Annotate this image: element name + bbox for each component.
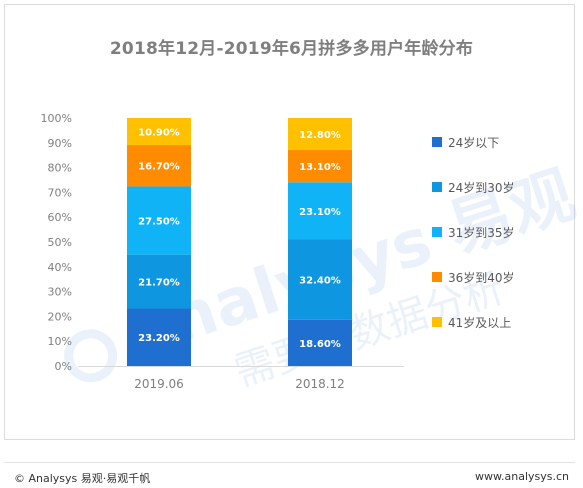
- stacked-bar-chart: 0% 10% 20% 30% 40% 50% 60% 70% 80% 90% 100% 23.20%…: [41, 112, 515, 391]
- bar-data-label: 21.70%: [138, 278, 180, 289]
- bar-data-label: 23.10%: [299, 207, 341, 218]
- bar-segment: [127, 145, 191, 187]
- y-tick-label: 70%: [48, 186, 72, 199]
- bar-data-label: 32.40%: [299, 276, 341, 287]
- legend-swatch: [432, 227, 442, 237]
- y-tick-label: 40%: [48, 261, 72, 274]
- y-tick-label: 60%: [48, 211, 72, 224]
- bar-segment: [127, 254, 191, 309]
- legend-swatch: [432, 317, 442, 327]
- bar-segment: [127, 118, 191, 146]
- x-tick-label: 2019.06: [134, 377, 184, 391]
- legend-label: 36岁到40岁: [448, 270, 515, 285]
- x-axis: 2019.06 2018.12: [78, 366, 404, 391]
- legend-label: 24岁以下: [448, 135, 499, 150]
- bar-data-label: 18.60%: [299, 339, 341, 350]
- legend: 24岁以下 24岁到30岁 31岁到35岁 36岁到40岁 41岁及以上: [432, 135, 515, 330]
- bar-data-label: 23.20%: [138, 333, 180, 344]
- legend-label: 31岁到35岁: [448, 225, 515, 240]
- y-tick-label: 10%: [48, 335, 72, 348]
- y-tick-label: 90%: [48, 137, 72, 150]
- footer-divider: [4, 462, 575, 463]
- bar-data-label: 13.10%: [299, 162, 341, 173]
- legend-label: 24岁到30岁: [448, 180, 515, 195]
- chart-title: 2018年12月-2019年6月拼多多用户年龄分布: [109, 39, 474, 59]
- bar-data-label: 27.50%: [138, 217, 180, 228]
- y-tick-label: 100%: [41, 112, 72, 125]
- y-tick-label: 50%: [48, 236, 72, 249]
- bar-data-label: 10.90%: [138, 128, 180, 139]
- y-tick-label: 20%: [48, 310, 72, 323]
- bar-segment: [288, 182, 352, 240]
- x-tick-label: 2018.12: [295, 377, 345, 391]
- bar-segment: [288, 149, 352, 183]
- bar-segment: [288, 319, 352, 366]
- legend-label: 41岁及以上: [448, 315, 511, 330]
- footer-url[interactable]: www.analysys.cn: [475, 470, 569, 483]
- y-axis: 0% 10% 20% 30% 40% 50% 60% 70% 80% 90% 100%: [41, 112, 72, 373]
- footer-copyright: © Analysys 易观·易观千帆: [14, 472, 151, 485]
- y-tick-label: 80%: [48, 162, 72, 175]
- bar-segment: [288, 118, 352, 150]
- y-tick-label: 0%: [55, 360, 72, 373]
- bar-data-label: 12.80%: [299, 130, 341, 141]
- legend-swatch: [432, 137, 442, 147]
- y-tick-label: 30%: [48, 286, 72, 299]
- bar-segment: [127, 186, 191, 255]
- bar-data-label: 16.70%: [138, 162, 180, 173]
- bar-segment: [127, 308, 191, 366]
- legend-swatch: [432, 272, 442, 282]
- legend-swatch: [432, 182, 442, 192]
- bar-stacks: 23.20% 21.70% 27.50% 16.70% 10.90% 18.60% 32.4…: [127, 118, 352, 366]
- bar-segment: [288, 239, 352, 320]
